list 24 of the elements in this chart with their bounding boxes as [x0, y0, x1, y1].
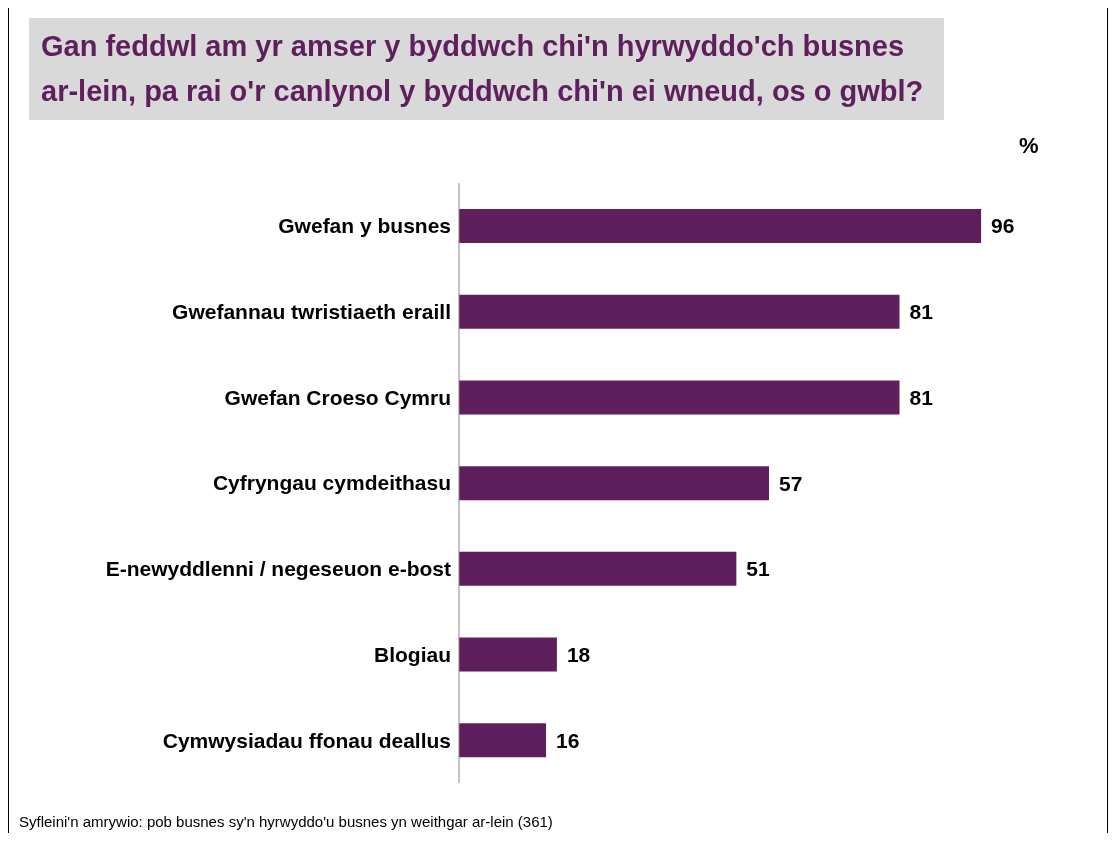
bar: [459, 637, 557, 672]
data-label: 57: [779, 471, 803, 495]
text: Syfleini'n amrywio: pob busnes sy'n hyrwyddo'u busnes yn weithgar ar-lein (361): [19, 813, 553, 830]
y-tick-label: Gwefan Croeso Cymru: [224, 385, 451, 409]
y-tick-label: Gwefannau twristiaeth eraill: [172, 300, 451, 324]
x-axis-title: %: [1019, 133, 1039, 159]
y-tick-label: Blogiau: [374, 642, 451, 666]
y-tick-label: Gwefan y busnes: [278, 214, 451, 238]
bar: [459, 380, 900, 415]
data-label: 51: [746, 557, 771, 581]
y-tick-label: Cymwysiadau ffonau deallus: [162, 728, 451, 752]
data-label: 96: [991, 214, 1015, 238]
bar: [459, 209, 982, 243]
data-label: 16: [556, 728, 580, 752]
bar: [459, 723, 547, 758]
chart-title: Gan feddwl am yr amser y byddwch chi'n hyrwyddo'ch busnes ar-lein, pa rai o'r canlynol y byddwch chi'n ei wneud, os o gwbl?: [29, 18, 944, 120]
data-label: 18: [566, 643, 591, 667]
y-tick-label: E-newyddlenni / negeseuon e-bost: [105, 557, 451, 581]
bar: [459, 294, 900, 329]
bar: [459, 466, 769, 501]
data-label: 81: [909, 385, 934, 409]
data-label: 81: [909, 300, 934, 324]
y-tick-label: Cyfryngau cymdeithasu: [212, 471, 451, 495]
bar: [459, 551, 737, 586]
